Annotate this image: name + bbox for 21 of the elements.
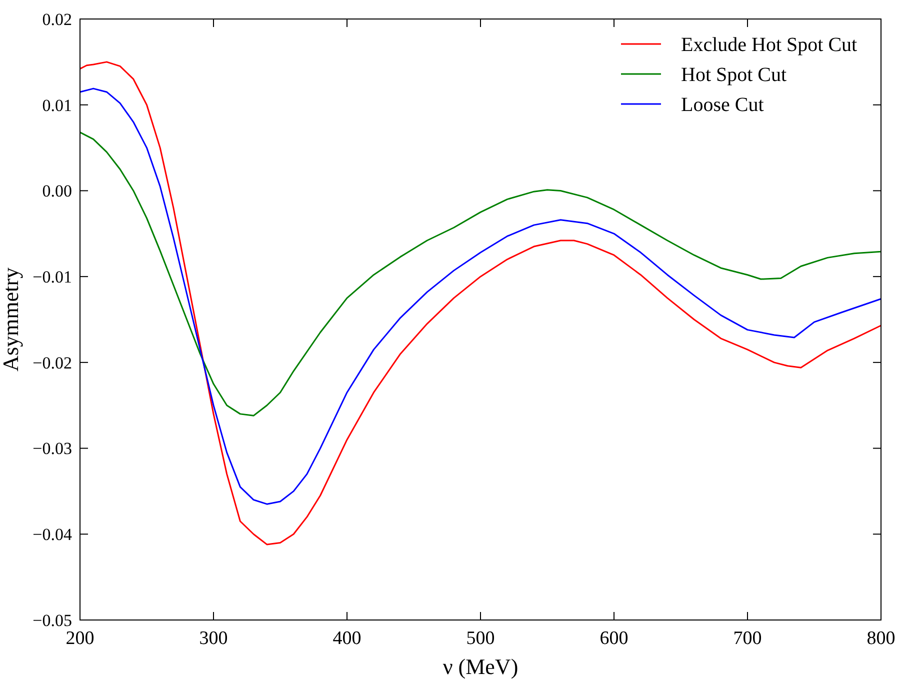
x-tick-label: 200 (66, 628, 94, 649)
legend-label: Loose Cut (681, 94, 764, 116)
x-tick-label: 800 (866, 628, 896, 649)
x-tick-label: 700 (733, 628, 762, 649)
x-tick-label: 600 (600, 628, 628, 649)
y-axis-title: Asymmetry (0, 268, 23, 372)
x-tick-label: 400 (332, 628, 362, 649)
x-tick-label: 500 (466, 628, 495, 649)
y-tick-label: −0.01 (32, 268, 72, 287)
x-tick-label: 300 (199, 628, 228, 649)
y-tick-label: −0.02 (32, 353, 72, 372)
y-tick-label: −0.03 (32, 439, 72, 458)
y-tick-label: 0.02 (42, 10, 72, 29)
legend-label: Hot Spot Cut (681, 64, 788, 86)
y-tick-label: 0.01 (42, 96, 72, 115)
y-tick-label: −0.05 (32, 610, 72, 630)
x-axis-title: ν (MeV) (442, 654, 518, 679)
y-tick-label: −0.04 (32, 525, 72, 544)
legend-label: Exclude Hot Spot Cut (681, 34, 858, 56)
line-series (79, 132, 882, 416)
y-tick-label: 0.00 (42, 182, 72, 201)
